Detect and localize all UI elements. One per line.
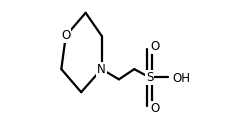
Text: S: S [146, 71, 153, 84]
Text: N: N [97, 63, 106, 76]
Text: O: O [61, 29, 70, 42]
Text: O: O [150, 102, 159, 115]
Text: OH: OH [173, 72, 191, 85]
Text: O: O [150, 40, 159, 53]
